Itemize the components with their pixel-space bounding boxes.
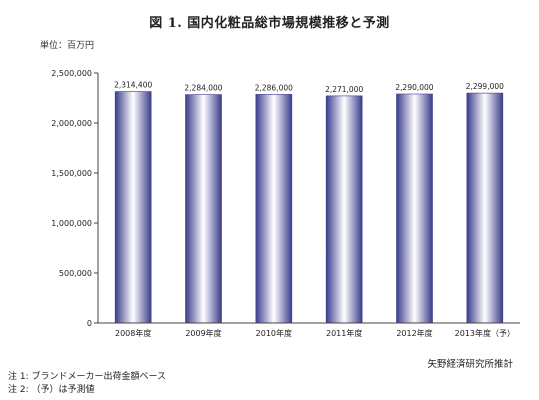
x-tick-label: 2010年度 (256, 328, 292, 338)
bar (114, 91, 152, 324)
bar (185, 94, 222, 324)
bar (255, 94, 293, 324)
y-tick-label: 0 (87, 319, 92, 328)
data-label: 2,271,000 (325, 85, 363, 94)
chart-title: 図 1. 国内化粧品総市場規模推移と予測 (149, 16, 390, 31)
data-label: 2,286,000 (255, 83, 293, 92)
y-tick-label: 500,000 (59, 269, 92, 278)
data-label: 2,314,400 (114, 81, 152, 90)
unit-label: 単位：百万円 (40, 41, 95, 51)
footnote-1: 注 1: ブランドメーカー出荷金額ベース (8, 372, 167, 382)
source-credit: 矢野経済研究所推計 (427, 359, 513, 370)
x-axis: 2008年度 2009年度 2010年度 2011年度 2012年度 2013年度（予） (98, 322, 520, 338)
data-label: 2,284,000 (184, 84, 222, 93)
data-labels: 2,314,400 2,284,000 2,286,000 2,271,000 2,29… (114, 81, 504, 94)
y-tick-label: 1,000,000 (51, 219, 92, 228)
x-tick-label: 2012年度 (396, 328, 432, 338)
x-tick-label: 2009年度 (185, 328, 221, 338)
footnote-2: 注 2: （予）は予測値 (8, 385, 95, 395)
x-tick-label: 2008年度 (115, 328, 151, 338)
bar (466, 92, 504, 324)
bars (114, 91, 504, 324)
footnotes: 注 1: ブランドメーカー出荷金額ベース 注 2: （予）は予測値 (8, 371, 166, 397)
bar (325, 95, 363, 324)
data-label: 2,290,000 (395, 83, 433, 92)
bar (396, 93, 433, 324)
y-tick-label: 2,000,000 (51, 119, 92, 128)
data-label: 2,299,000 (466, 82, 504, 91)
y-tick-label: 1,500,000 (51, 169, 92, 178)
x-tick-label: 2011年度 (326, 328, 362, 338)
y-axis: 0 500,000 1,000,000 1,500,000 2,000,000 2,500… (51, 69, 99, 328)
x-tick-label: 2013年度（予） (455, 328, 515, 338)
y-tick-label: 2,500,000 (51, 69, 92, 78)
